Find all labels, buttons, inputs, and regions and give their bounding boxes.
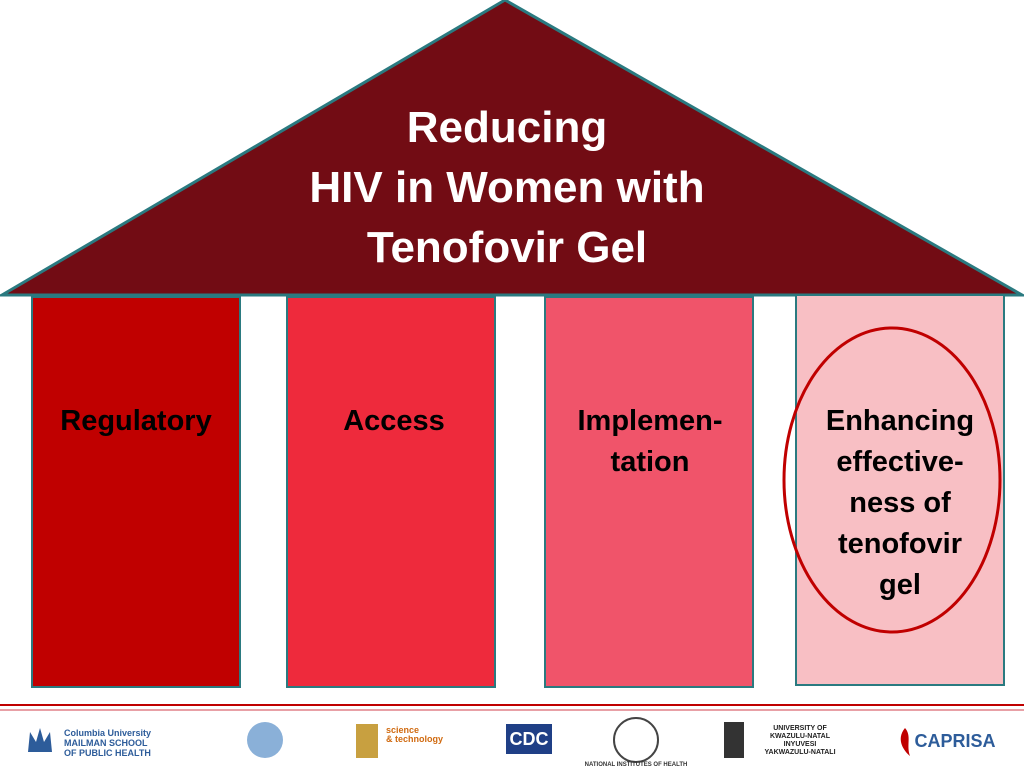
pillar-label: ness of	[849, 487, 951, 519]
roof	[0, 0, 1024, 297]
pillar-label: effective-	[836, 446, 963, 478]
logo-ukzn	[724, 722, 744, 758]
logo-text: Columbia University	[64, 728, 151, 738]
pillar-label: gel	[879, 569, 921, 601]
pillar-label: tation	[611, 446, 690, 478]
pillar	[544, 296, 754, 688]
logo-text: OF PUBLIC HEALTH	[64, 748, 151, 758]
logo-text: KWAZULU-NATAL	[770, 733, 831, 740]
logo-ribbon	[900, 728, 910, 756]
logo-text: INYUVESI	[784, 741, 817, 748]
logo-text: MAILMAN SCHOOL	[64, 738, 148, 748]
pillar-label: Implemen-	[577, 405, 722, 437]
highlight-ellipse	[782, 326, 1002, 634]
pillar-label: Access	[343, 405, 445, 437]
pillar	[31, 296, 241, 688]
logo-nih	[613, 717, 659, 763]
logo-cdc	[506, 724, 552, 754]
pillar-label: Enhancing	[826, 405, 974, 437]
logo-text: UNIVERSITY OF	[773, 725, 827, 732]
pillar-label: Regulatory	[60, 405, 211, 437]
logo-text: CAPRISA	[914, 731, 995, 751]
roof-title: Tenofovir Gel	[367, 223, 647, 272]
roof-title: Reducing	[407, 103, 607, 152]
roof-title: HIV in Women with	[309, 163, 704, 212]
logo-text: YAKWAZULU-NATALI	[764, 749, 835, 756]
pillar	[286, 296, 496, 688]
logo-text: NATIONAL INSTITUTES OF HEALTH	[585, 762, 688, 768]
logo-text: science	[386, 725, 419, 735]
pillar	[795, 294, 1005, 686]
pillar-label: tenofovir	[838, 528, 962, 560]
logo-crown	[28, 728, 52, 752]
logo-text: & technology	[386, 734, 443, 744]
logo-text: CDC	[510, 729, 549, 749]
logo-crest	[356, 724, 378, 758]
logo-globe	[247, 722, 283, 758]
